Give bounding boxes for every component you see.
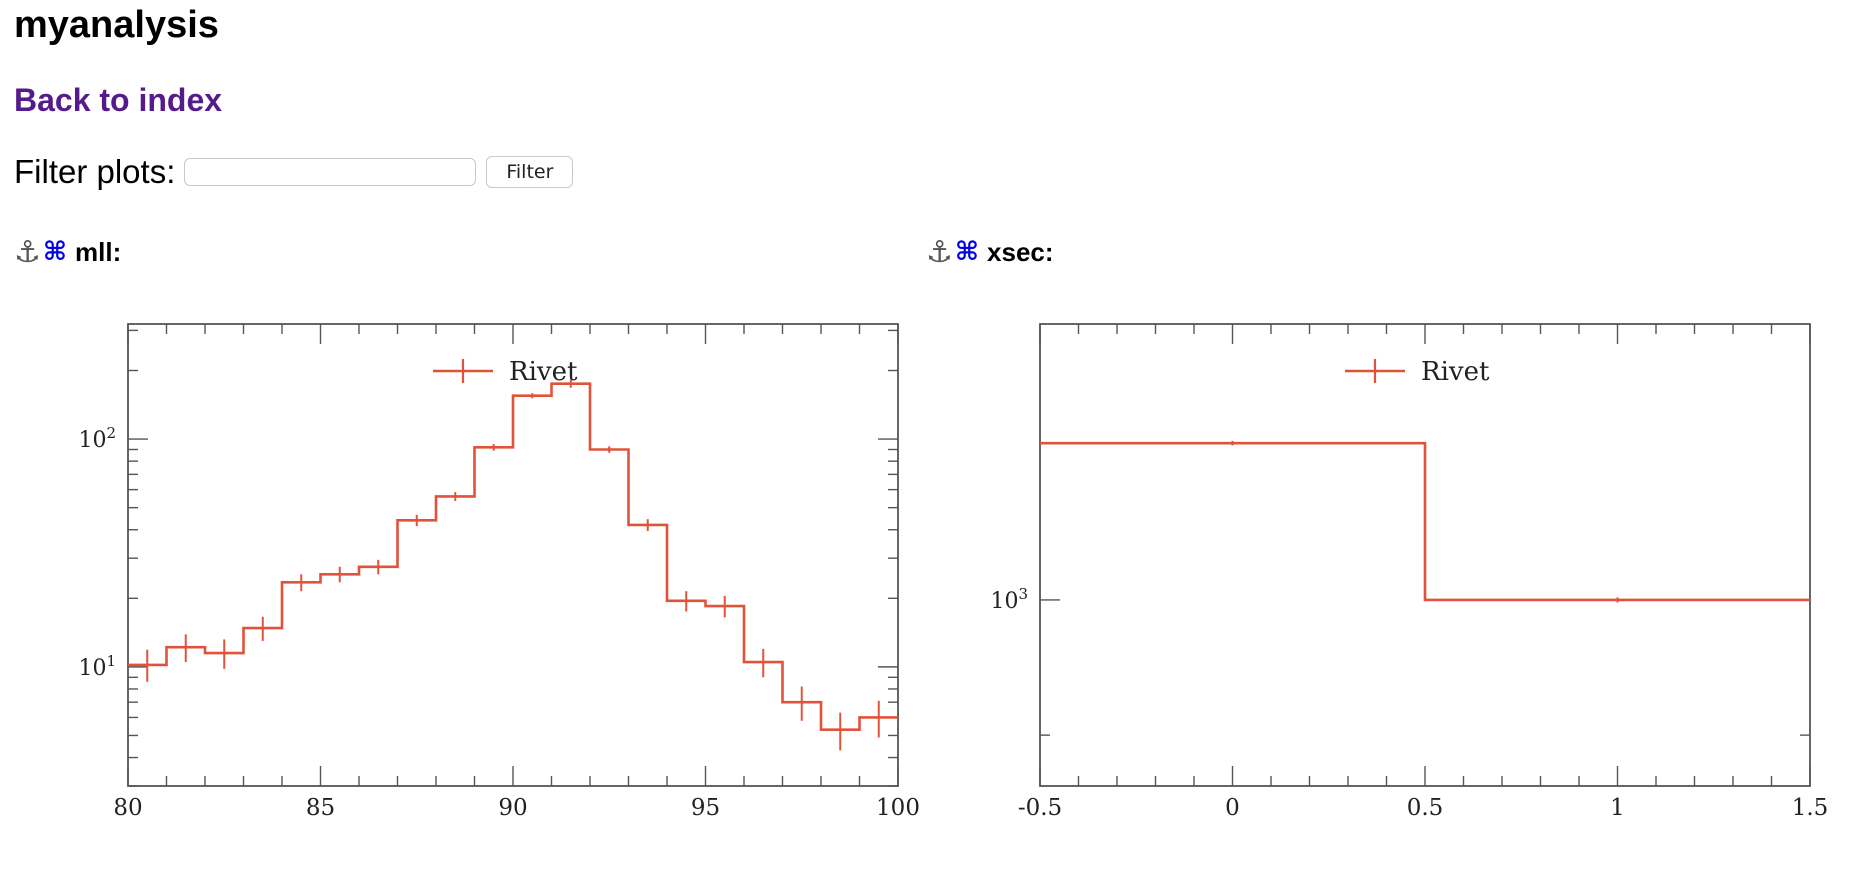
x-tick-label: 0 bbox=[1225, 795, 1240, 821]
filter-input[interactable] bbox=[184, 158, 477, 186]
y-tick-label: 101 bbox=[78, 652, 116, 681]
xsec-plot[interactable]: -0.5 0 0.5 1 1.5 103 Rivet bbox=[972, 296, 1852, 836]
series-step-line bbox=[128, 382, 898, 731]
back-to-index-link[interactable]: Back to index bbox=[14, 82, 223, 118]
filter-button[interactable]: Filter bbox=[486, 156, 574, 188]
series-step-line bbox=[1040, 441, 1810, 602]
plot-header-mll: ⚓ ⌘ mll: bbox=[14, 232, 121, 272]
plot-header-xsec: ⚓ ⌘ xsec: bbox=[926, 232, 1054, 272]
plot-link-icon[interactable]: ⌘ bbox=[954, 237, 980, 267]
filter-bar: Filter plots: Filter bbox=[14, 152, 574, 192]
plot-name: mll: bbox=[75, 236, 122, 267]
x-tick-label: 0.5 bbox=[1407, 795, 1444, 821]
anchor-icon[interactable]: ⚓ bbox=[14, 234, 41, 270]
x-tick-label: 85 bbox=[306, 795, 335, 821]
x-tick-label: 1.5 bbox=[1792, 795, 1829, 821]
x-tick-label: 100 bbox=[876, 795, 920, 821]
y-tick-label: 102 bbox=[78, 424, 116, 453]
x-tick-label: 90 bbox=[498, 795, 527, 821]
anchor-icon[interactable]: ⚓ bbox=[926, 234, 953, 270]
plot-link-icon[interactable]: ⌘ bbox=[42, 237, 68, 267]
mll-plot[interactable]: 80 85 90 95 100 101 102 Rivet bbox=[60, 296, 940, 836]
plot-name: xsec: bbox=[987, 236, 1054, 267]
x-tick-label: 80 bbox=[113, 795, 142, 821]
x-tick-label: 1 bbox=[1610, 795, 1625, 821]
legend-label: Rivet bbox=[1421, 357, 1490, 387]
x-tick-label: -0.5 bbox=[1018, 795, 1062, 821]
legend-label: Rivet bbox=[509, 357, 578, 387]
page-title: myanalysis bbox=[14, 4, 219, 46]
x-tick-label: 95 bbox=[691, 795, 720, 821]
y-tick-label: 103 bbox=[990, 585, 1028, 614]
filter-label: Filter plots: bbox=[14, 153, 176, 190]
plot-frame bbox=[127, 323, 899, 787]
